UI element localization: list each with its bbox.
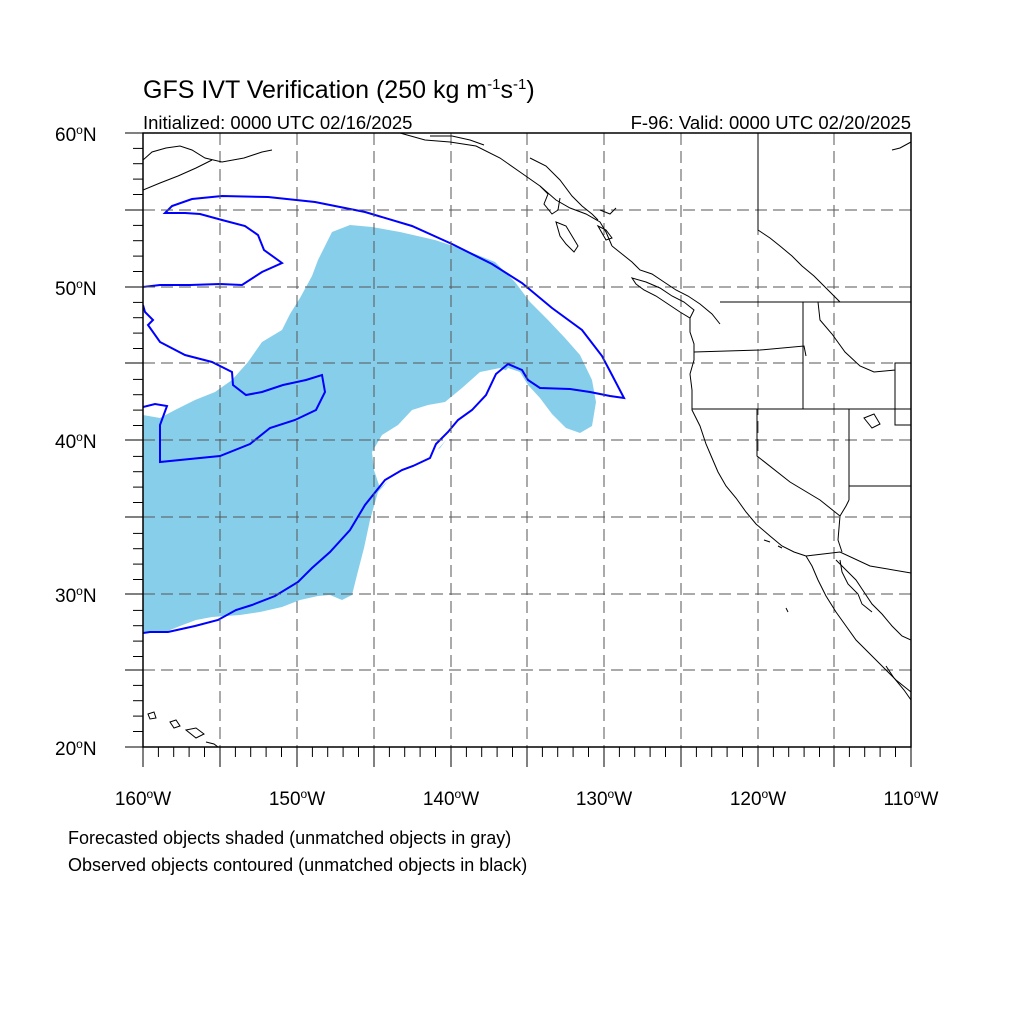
axis-ticks [125,132,912,767]
lat-label-20: 20oN [55,737,97,760]
valid-label: F-96: Valid: 0000 UTC 02/20/2025 [631,112,911,133]
initialized-label: Initialized: 0000 UTC 02/16/2025 [143,112,412,133]
lon-label-150: 150oW [269,787,325,810]
lon-label-140: 140oW [423,787,479,810]
lat-label-50: 50oN [55,277,97,300]
lon-label-120: 120oW [730,787,786,810]
longitude-labels: 160oW 150oW 140oW 130oW 120oW 110oW [115,787,939,810]
caption-forecast: Forecasted objects shaded (unmatched obj… [68,828,512,848]
lon-label-130: 130oW [576,787,632,810]
forecast-object-shade [143,225,596,633]
lat-label-60: 60oN [55,123,97,146]
observed-contour-main [143,194,626,634]
observed-contour-inner [143,304,327,464]
lon-label-160: 160oW [115,787,171,810]
caption-observed: Observed objects contoured (unmatched ob… [68,855,528,875]
lat-label-30: 30oN [55,584,97,607]
figure-title: GFS IVT Verification (250 kg m-1s-1) [143,76,535,104]
forecast-gap [372,368,510,488]
map-area [143,133,911,747]
graticule [143,133,911,747]
lon-label-110: 110oW [884,787,939,810]
coastlines [143,133,911,747]
latitude-labels: 60oN 50oN 40oN 30oN 20oN [55,123,97,760]
lat-label-40: 40oN [55,430,97,453]
political-boundaries [692,133,911,574]
